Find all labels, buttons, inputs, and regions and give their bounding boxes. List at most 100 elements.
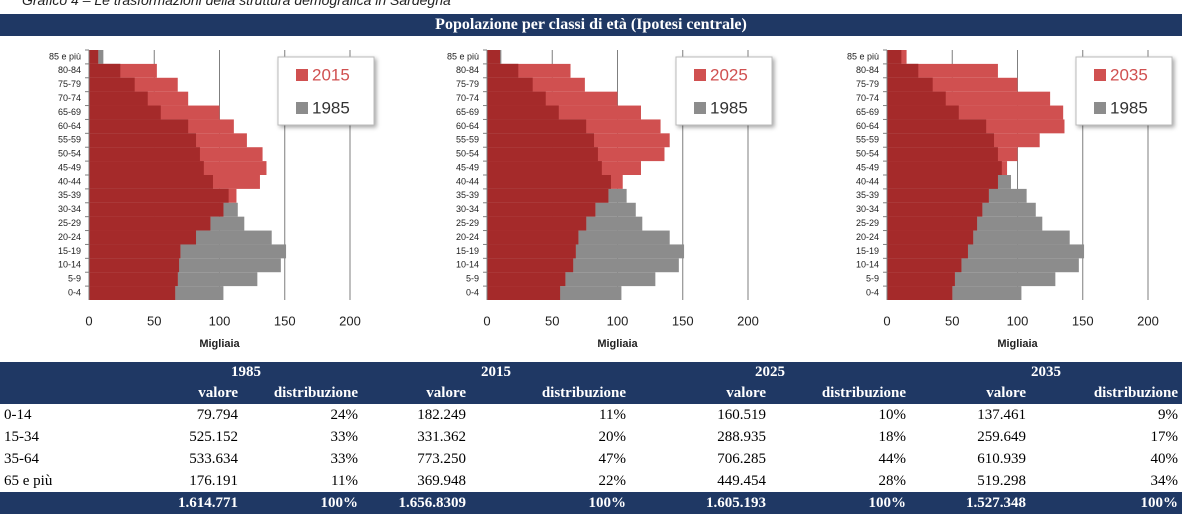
bar-overlap [89,50,99,64]
bar-overlap [887,216,978,231]
bar-overlap [89,244,181,259]
bar-overlap [89,188,229,203]
bar-overlap [89,119,189,134]
bar-overlap [887,50,902,64]
table-cell: 28% [878,473,907,489]
total-cell: 1.527.348 [910,492,1030,514]
y-tick-label: 45-49 [456,162,479,172]
legend-label: 2025 [710,65,748,84]
empty-cell [0,492,130,514]
legend-label: 2015 [312,65,350,84]
table-cell: 449.454 [717,473,766,489]
total-row: 1.614.771 100% 1.656.8309 100% 1.605.193 100%… [0,492,1182,514]
x-tick-label: 0 [483,313,490,328]
bar-overlap [887,119,987,134]
bar-overlap [887,230,974,245]
y-tick-label: 20-24 [58,232,81,242]
x-tick-label: 0 [883,313,890,328]
table-cell: 33% [330,451,359,467]
bar-overlap [887,202,983,217]
y-tick-label: 25-29 [58,218,81,228]
bar-overlap [487,50,501,64]
bar-overlap [887,286,953,300]
bar-overlap [89,286,176,300]
row-label: 65 e più [4,473,53,489]
bar-overlap [487,244,576,259]
y-tick-label: 10-14 [856,260,879,270]
y-tick-label: 65-69 [58,107,81,117]
year-header: 2015 [362,362,630,383]
total-cell: 100% [1030,492,1182,514]
y-tick-label: 45-49 [856,162,879,172]
total-cell: 100% [242,492,362,514]
y-tick-label: 85 e più [49,51,81,61]
y-tick-label: 20-24 [456,232,479,242]
bar-overlap [887,161,1002,175]
bar-overlap [887,272,955,287]
x-tick-label: 0 [85,313,92,328]
bar-overlap [89,133,197,148]
x-tick-label: 100 [1007,313,1029,328]
legend-box [1075,56,1173,126]
legend-swatch [1094,102,1106,114]
y-tick-label: 50-54 [856,149,879,159]
column-header: valore [910,383,1030,404]
bar-overlap [487,63,519,78]
y-tick-label: 85 e più [447,51,479,61]
legend-swatch [296,102,308,114]
y-tick-label: 50-54 [58,149,81,159]
y-tick-label: 35-39 [456,190,479,200]
bar-overlap [887,133,995,148]
y-tick-label: 0-4 [68,287,81,297]
x-tick-label: 150 [274,313,296,328]
x-tick-label: 100 [607,313,629,328]
row-label: 35-64 [4,451,39,467]
table-cell: 182.249 [417,407,466,423]
y-tick-label: 60-64 [456,121,479,131]
bar-overlap [89,147,200,162]
table-cell: 160.519 [717,407,766,423]
bar-overlap [887,188,989,203]
y-tick-label: 30-34 [58,204,81,214]
table-cell: 33% [330,429,359,445]
table-cell: 44% [878,451,907,467]
table-cell: 10% [878,407,907,423]
table-cell: 706.285 [717,451,766,467]
bar-overlap [487,133,595,148]
bar-overlap [89,202,224,217]
bar-overlap [887,175,998,189]
table-cell: 533.634 [189,451,238,467]
bar-overlap [487,147,598,162]
y-tick-label: 55-59 [856,135,879,145]
bar-overlap [89,258,180,273]
column-header: valore [362,383,470,404]
y-tick-label: 5-9 [466,274,479,284]
row-label: 15-34 [4,429,39,445]
bar-overlap [89,230,197,245]
y-tick-label: 35-39 [856,190,879,200]
caption: Grafico 4 – Le trasformazioni della stru… [22,0,451,8]
bar-overlap [89,175,213,189]
y-tick-label: 70-74 [456,93,479,103]
bar-overlap [887,258,962,273]
legend-swatch [694,102,706,114]
bar-overlap [487,230,579,245]
bar-overlap [89,272,178,287]
y-tick-label: 75-79 [856,79,879,89]
y-tick-label: 55-59 [456,135,479,145]
y-tick-label: 65-69 [456,107,479,117]
x-tick-label: 200 [339,313,361,328]
bar-overlap [487,188,609,203]
year-header: 1985 [130,362,362,383]
y-tick-label: 70-74 [58,93,81,103]
bar-overlap [89,91,148,106]
subheader-row: valore distribuzione valore distribuzione va… [0,383,1182,404]
table-cell: 369.948 [417,473,466,489]
bar-overlap [887,105,959,120]
data-row: 35-64 533.634 33% 773.250 47% 706.285 44% 610.9… [0,448,1182,470]
y-tick-label: 15-19 [58,246,81,256]
table-cell: 79.794 [196,407,238,423]
legend-label: 1985 [710,98,748,117]
data-row: 65 e più 176.191 11% 369.948 22% 449.454 28% 51… [0,470,1182,492]
